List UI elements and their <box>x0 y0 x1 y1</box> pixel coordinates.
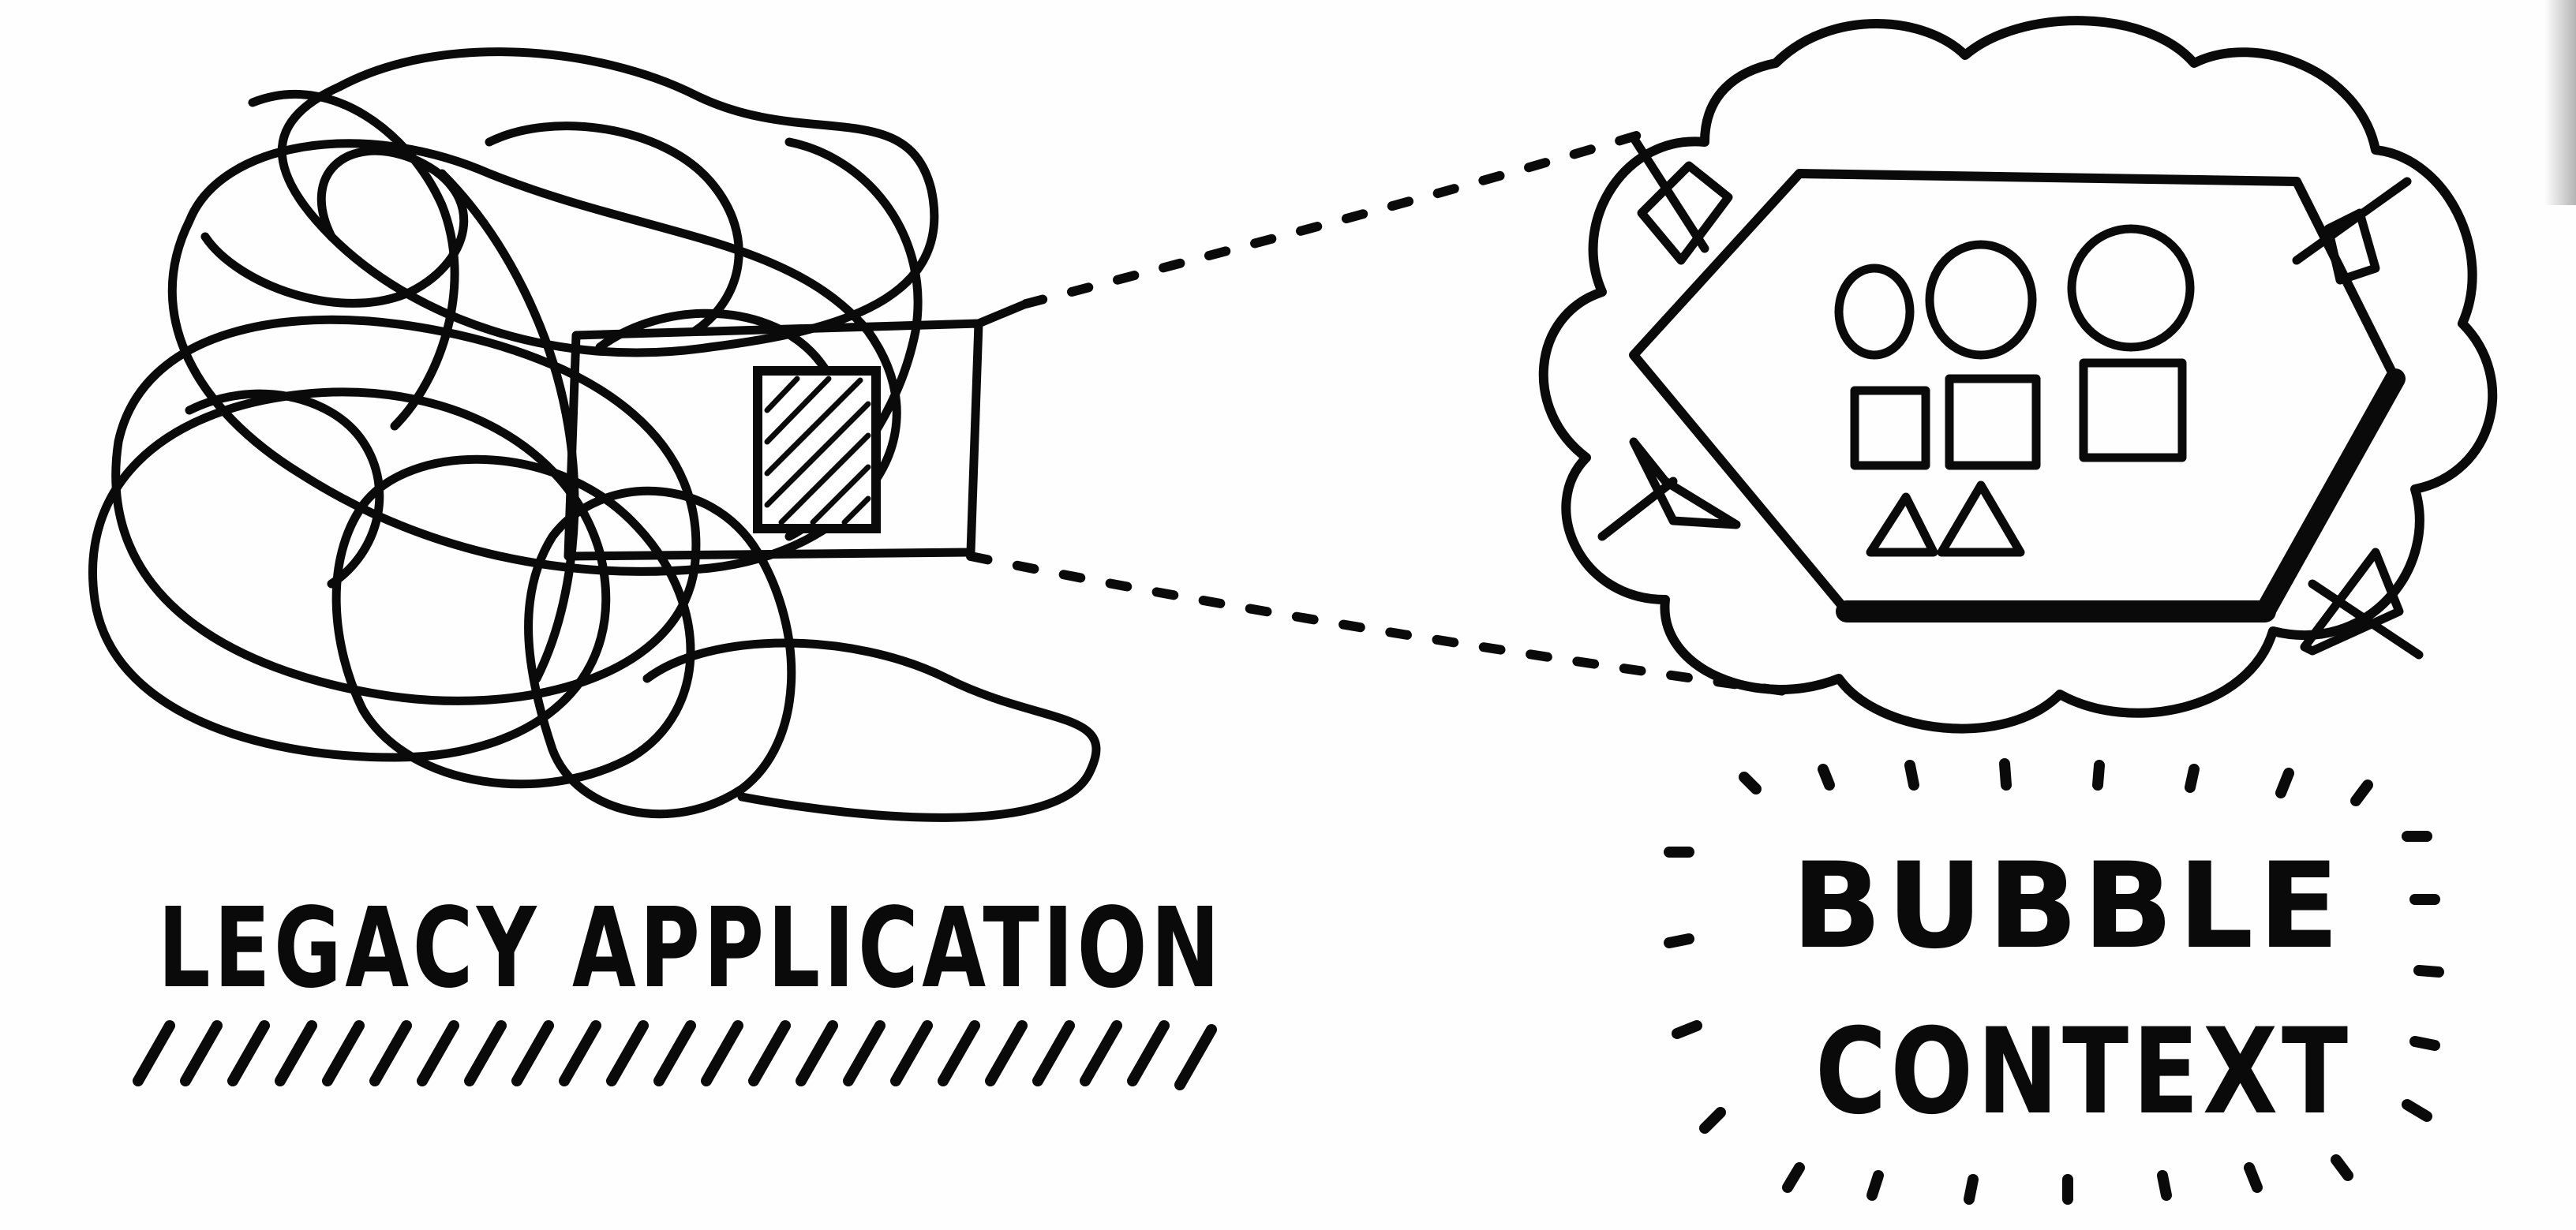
bubble-hexagon <box>1629 169 2406 622</box>
bubble-context-label-line1: BUBBLE <box>1792 838 2344 975</box>
legacy-module-hatched-box <box>753 366 881 533</box>
legacy-label-underline-hatching <box>133 1020 1217 1090</box>
dotted-connector-bottom <box>966 551 1812 699</box>
legacy-application-label: LEGACY APPLICATION <box>158 884 1223 1013</box>
bubble-label-glow <box>1664 758 2444 1205</box>
bubble-context-label-line2: CONTEXT <box>1815 1004 2352 1141</box>
bubble-inner-triangles <box>1866 480 2025 557</box>
bubble-edge-arrows <box>1597 133 2424 660</box>
paper-edge-shadow <box>2544 0 2576 205</box>
dotted-connector-top <box>1021 129 1646 308</box>
bubble-inner-circles <box>1834 224 2195 360</box>
bubble-cloud <box>1538 16 2498 734</box>
legacy-application-tangle <box>88 47 1101 822</box>
bubble-inner-squares <box>1850 358 2187 470</box>
